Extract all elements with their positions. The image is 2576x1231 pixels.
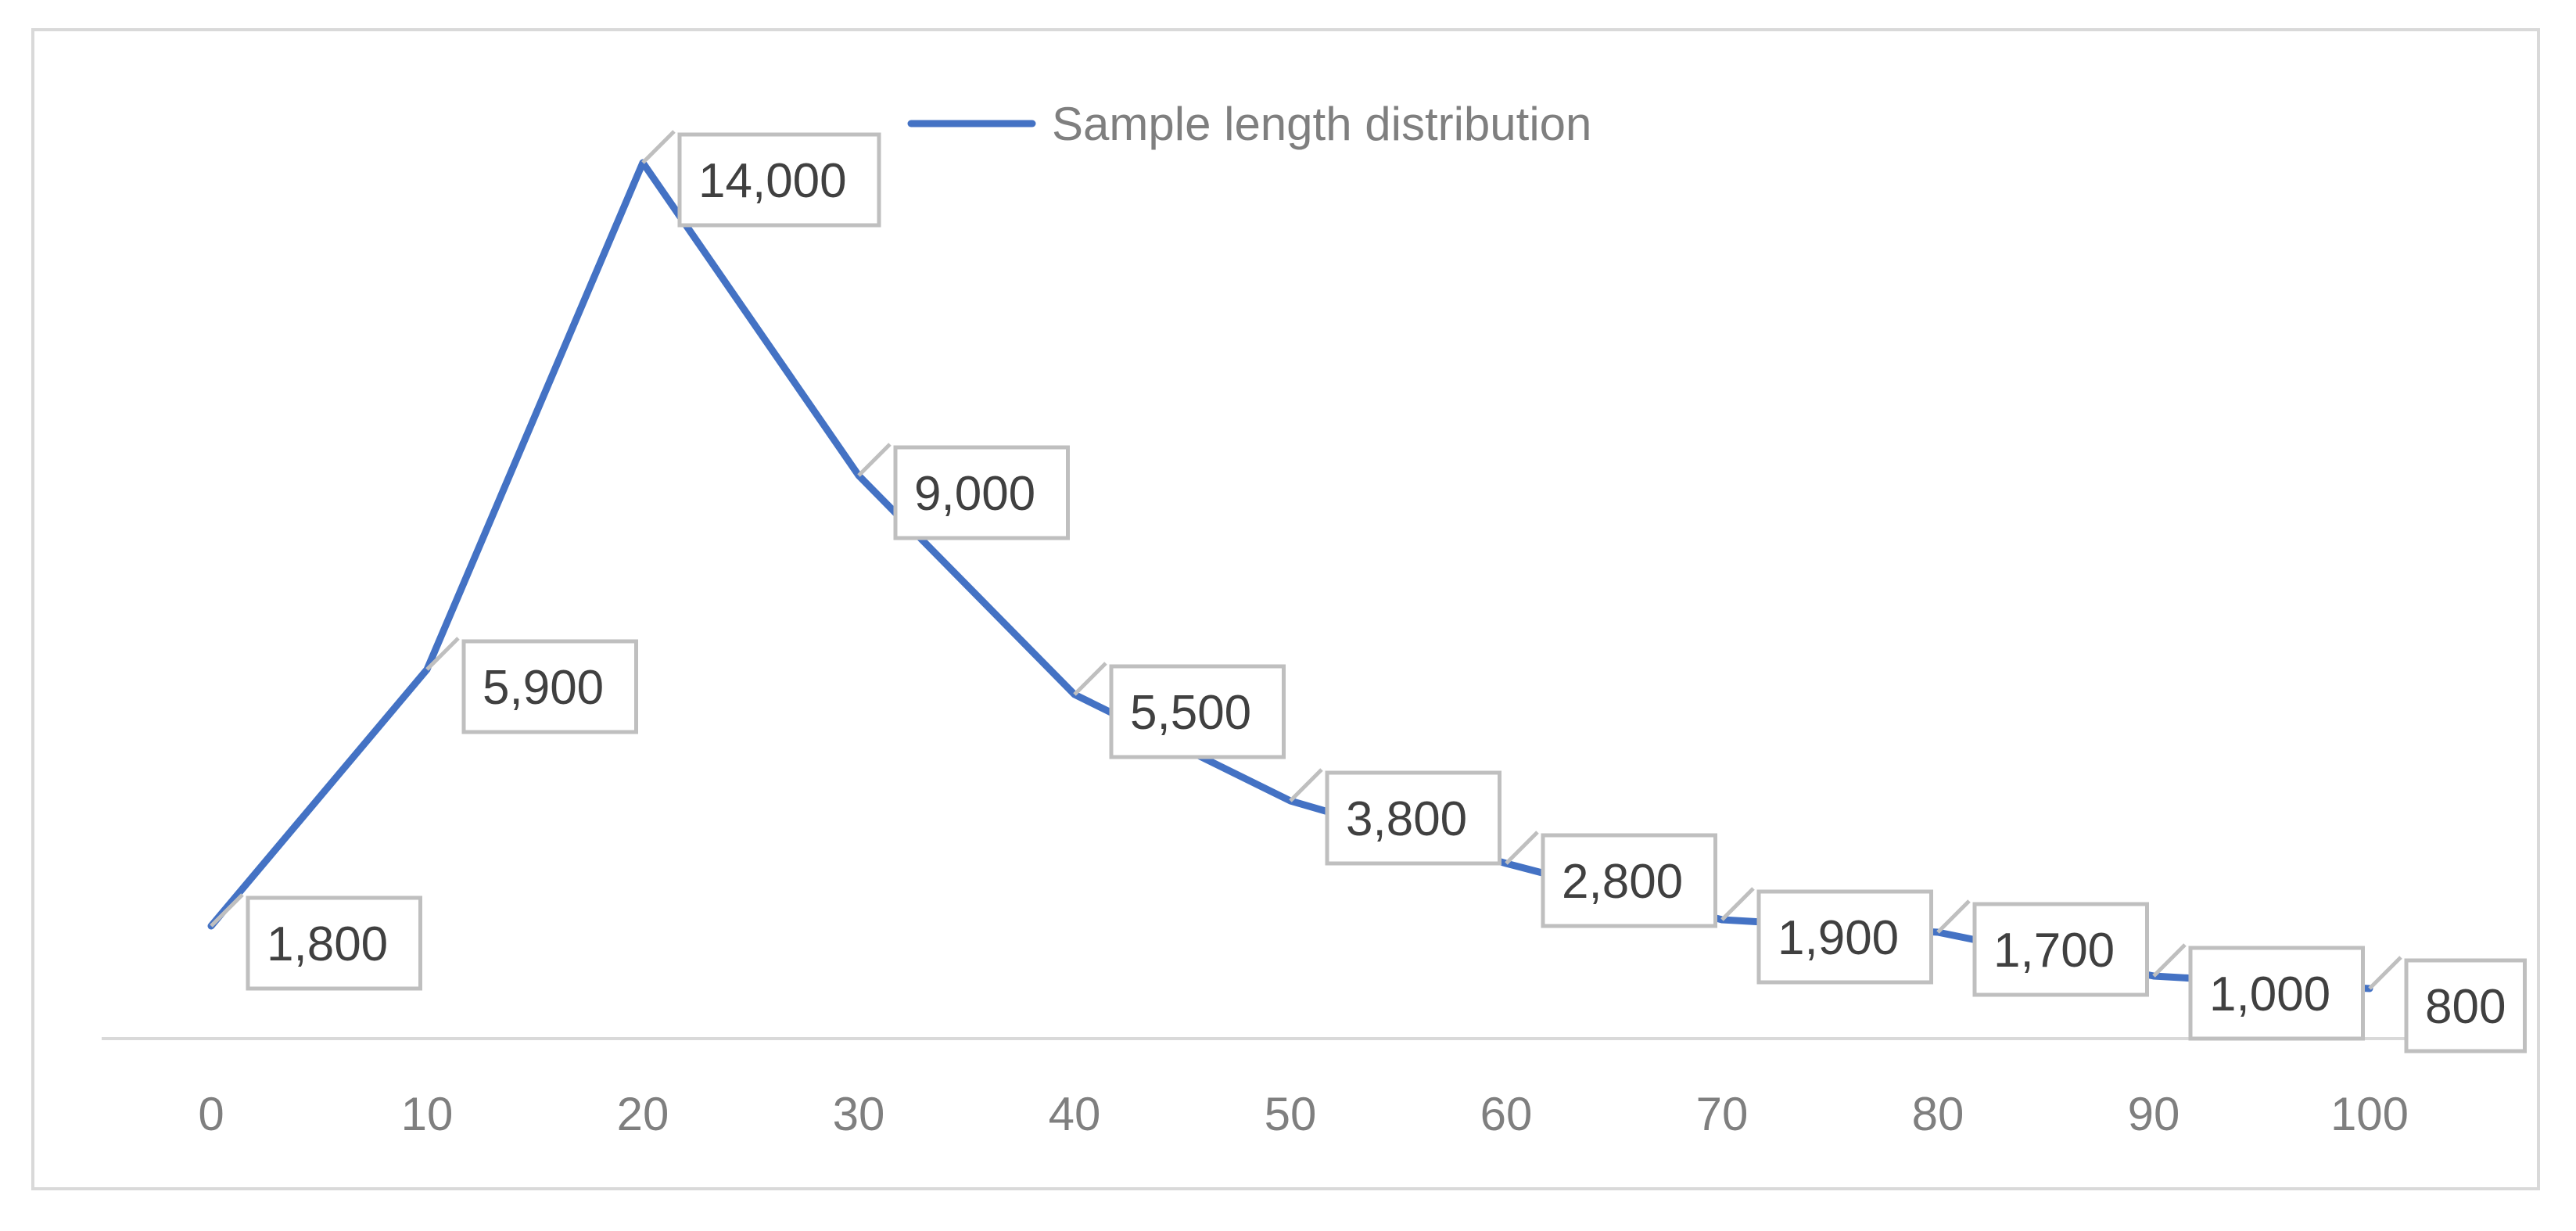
data-label-text: 3,800: [1346, 792, 1467, 846]
data-label-box: [1109, 664, 1286, 759]
data-label-text: 1,800: [267, 917, 388, 971]
data-label-text: 1,900: [1778, 911, 1899, 965]
data-label-text: 2,800: [1562, 855, 1683, 909]
data-label: 800: [2368, 956, 2527, 1053]
x-tick-label: 30: [833, 1088, 885, 1140]
data-label-leader: [1936, 899, 1971, 934]
data-label-leader: [210, 893, 244, 928]
data-label-box: [461, 639, 638, 734]
data-label-box: [1541, 833, 1717, 928]
x-tick-label: 60: [1480, 1088, 1533, 1140]
data-label-box: [2188, 946, 2365, 1041]
data-label-leader: [641, 130, 676, 164]
data-label-box: [246, 895, 422, 991]
data-label: 1,900: [1720, 887, 1933, 985]
data-label: 14,000: [641, 130, 881, 228]
data-label: 1,800: [210, 893, 422, 991]
x-tick-label: 40: [1049, 1088, 1101, 1140]
data-label-leader: [1720, 887, 1755, 921]
data-label-text: 5,500: [1130, 686, 1251, 740]
data-label-box: [1325, 770, 1501, 866]
data-label: 5,500: [1073, 662, 1286, 759]
data-label: 5,900: [425, 637, 638, 734]
data-label-box: [1756, 889, 1933, 985]
data-label-text: 9,000: [914, 467, 1035, 521]
x-tick-label: 0: [198, 1088, 224, 1140]
data-label-text: 14,000: [698, 154, 847, 208]
data-label: 2,800: [1505, 831, 1717, 928]
data-label-box: [1972, 902, 2149, 997]
data-label: 3,800: [1289, 768, 1501, 866]
data-label-leader: [1289, 768, 1323, 802]
x-tick-label: 10: [401, 1088, 454, 1140]
data-label: 1,700: [1936, 899, 2149, 997]
x-axis-tick-labels: 0 10 20 30 40 50 60 70 80 90 100: [198, 1088, 2409, 1140]
data-label-leader: [1505, 831, 1539, 865]
data-label: 1,000: [2152, 943, 2365, 1041]
data-label-box: [677, 132, 881, 228]
data-label-leader: [857, 443, 892, 477]
x-tick-label: 90: [2128, 1088, 2180, 1140]
x-tick-label: 80: [1912, 1088, 1964, 1140]
data-label-text: 800: [2425, 980, 2506, 1034]
x-tick-label: 100: [2330, 1088, 2409, 1140]
series-line: [207, 159, 2373, 992]
data-label-leader: [2368, 956, 2402, 990]
data-label: 9,000: [857, 443, 1070, 540]
data-labels: 1,800 5,900 14,000 9,000 5,500 3,800 2,800 1,90…: [210, 130, 2527, 1053]
data-label-box: [893, 445, 1070, 540]
legend: Sample length distribution: [907, 98, 1591, 150]
x-tick-label: 50: [1265, 1088, 1317, 1140]
x-tick-label: 70: [1696, 1088, 1749, 1140]
data-label-leader: [1073, 662, 1107, 696]
data-label-box: [2404, 958, 2527, 1053]
x-tick-label: 20: [617, 1088, 669, 1140]
data-label-leader: [2152, 943, 2187, 978]
legend-label: Sample length distribution: [1052, 98, 1591, 150]
data-label-text: 5,900: [483, 661, 604, 715]
data-label-text: 1,000: [2209, 967, 2330, 1021]
data-label-leader: [425, 637, 460, 671]
data-label-text: 1,700: [1993, 924, 2115, 978]
